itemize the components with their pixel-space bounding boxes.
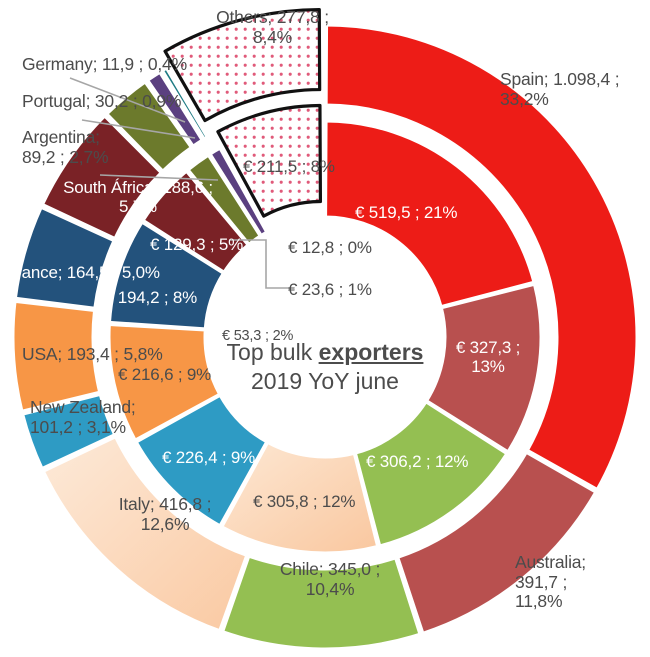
pie-slice-australia[interactable] (396, 450, 598, 635)
label-others: Others; 277,8 ; 8,4% (175, 7, 370, 47)
label-others-line2: 8,4% (252, 26, 293, 47)
label-italy-line1: Italy; 416,8 ; (118, 494, 212, 514)
label-south-africa: South África; 188,6 ; 5,7% (48, 178, 228, 216)
label-spain-line2: 33,2% (500, 88, 549, 109)
pie-slice-germany[interactable] (160, 66, 209, 141)
pie-slice-portugal[interactable] (146, 70, 204, 148)
pie-slice-chile[interactable] (353, 400, 509, 548)
label-south-africa-line2: 5,7% (119, 197, 157, 217)
label-australia-line3: 11,8% (515, 591, 563, 612)
pie-slice-others[interactable] (216, 103, 323, 218)
chart-title: Top bulk exporters 2019 YoY june (190, 338, 460, 397)
label-australia-line2: 391,7 ; (515, 571, 568, 592)
leader-line-argentina (99, 174, 219, 181)
label-inner-portugal: € 23,6 ; 1% (288, 280, 372, 299)
label-inner-germany: € 12,8 ; 0% (288, 238, 372, 257)
label-argentina-line2: 89,2 ; 2,7% (22, 146, 109, 167)
pie-slice-usa[interactable] (11, 299, 102, 413)
label-inner-italy: € 305,8 ; 12% (253, 492, 356, 511)
pie-slice-germany[interactable] (220, 145, 270, 234)
label-spain-line1: Spain; 1.098,4 ; (500, 69, 620, 89)
outer-ring-group (11, 7, 639, 651)
label-australia: Australia; 391,7 ; 11,8% (515, 552, 586, 612)
label-argentina-line1: Argentina; (22, 127, 100, 147)
label-spain: Spain; 1.098,4 ; 33,2% (500, 69, 620, 109)
label-chile: Chile; 345,0 ; 10,4% (250, 559, 410, 599)
label-italy-line2: 12,6% (140, 513, 190, 534)
inner-ring-group (107, 103, 543, 555)
label-argentina: Argentina; 89,2 ; 2,7% (22, 127, 109, 167)
leader-line-germany (69, 77, 186, 123)
pie-slice-south-frica[interactable] (141, 169, 250, 274)
label-new-zealand-line1: New Zealand; (30, 397, 136, 417)
label-italy: Italy; 416,8 ; 12,6% (85, 494, 245, 534)
label-france: France; 164,5 ; 5,0% (6, 263, 160, 282)
label-inner-chile: € 306,2 ; 12% (366, 452, 469, 471)
label-new-zealand-line2: 101,2 ; 3,1% (30, 416, 126, 437)
pie-slice-south-frica[interactable] (41, 114, 163, 240)
chart-title-line1: Top bulk exporters (190, 338, 460, 367)
pie-slice-spain[interactable] (324, 119, 536, 309)
label-inner-new-zealand: € 226,4 ; 9% (162, 448, 256, 467)
leader-line-portugal (81, 119, 196, 139)
pie-slice-france[interactable] (13, 205, 116, 310)
pie-slice-argentina[interactable] (105, 80, 193, 173)
leader-line-portugal-inner (230, 239, 290, 289)
label-germany: Germany; 11,9 ; 0,4% (22, 54, 187, 74)
label-inner-others: € 211,5 ; 8% (243, 157, 335, 176)
pie-slice-chile[interactable] (221, 554, 422, 651)
pie-slice-spain[interactable] (324, 23, 639, 491)
label-chile-line1: Chile; 345,0 ; (279, 559, 381, 579)
chart-title-emphasis: exporters (318, 339, 424, 365)
label-inner-france: € 194,2 ; 8% (104, 288, 198, 307)
label-inner-south-africa: € 129,3 ; 5% (150, 235, 244, 254)
label-portugal: Portugal; 30,2 ; 0,9% (22, 91, 182, 111)
pie-slice-new-zealand[interactable] (134, 393, 269, 528)
pie-slice-usa[interactable] (107, 323, 222, 442)
label-chile-line2: 10,4% (305, 578, 355, 599)
leader-lines (69, 77, 290, 289)
label-inner-usa: € 216,6 ; 9% (118, 365, 212, 384)
label-inner-spain: € 519,5 ; 21% (355, 203, 458, 222)
label-inner-argentina: € 53,3 ; 2% (222, 328, 294, 344)
label-inner-australia: € 327,3 ; 13% (443, 338, 533, 376)
label-inner-australia-line1: € 327,3 ; (455, 338, 521, 357)
pie-slice-italy[interactable] (41, 435, 249, 633)
label-south-africa-line1: South África; 188,6 ; (63, 178, 213, 197)
pie-slice-france[interactable] (107, 220, 225, 331)
pie-slice-australia[interactable] (425, 282, 543, 454)
label-new-zealand: New Zealand; 101,2 ; 3,1% (30, 397, 136, 437)
label-others-line1: Others; 277,8 ; (216, 7, 329, 27)
chart-title-line2: 2019 YoY june (251, 368, 399, 395)
pie-slice-new-zealand[interactable] (21, 392, 117, 470)
label-australia-line1: Australia; (515, 552, 586, 572)
pie-slice-italy[interactable] (220, 440, 380, 555)
label-usa: USA; 193,4 ; 5,8% (22, 344, 163, 364)
chart-title-plain: Top bulk (226, 339, 319, 365)
pie-slice-others[interactable] (163, 7, 322, 123)
label-inner-australia-line2: 13% (471, 357, 505, 377)
